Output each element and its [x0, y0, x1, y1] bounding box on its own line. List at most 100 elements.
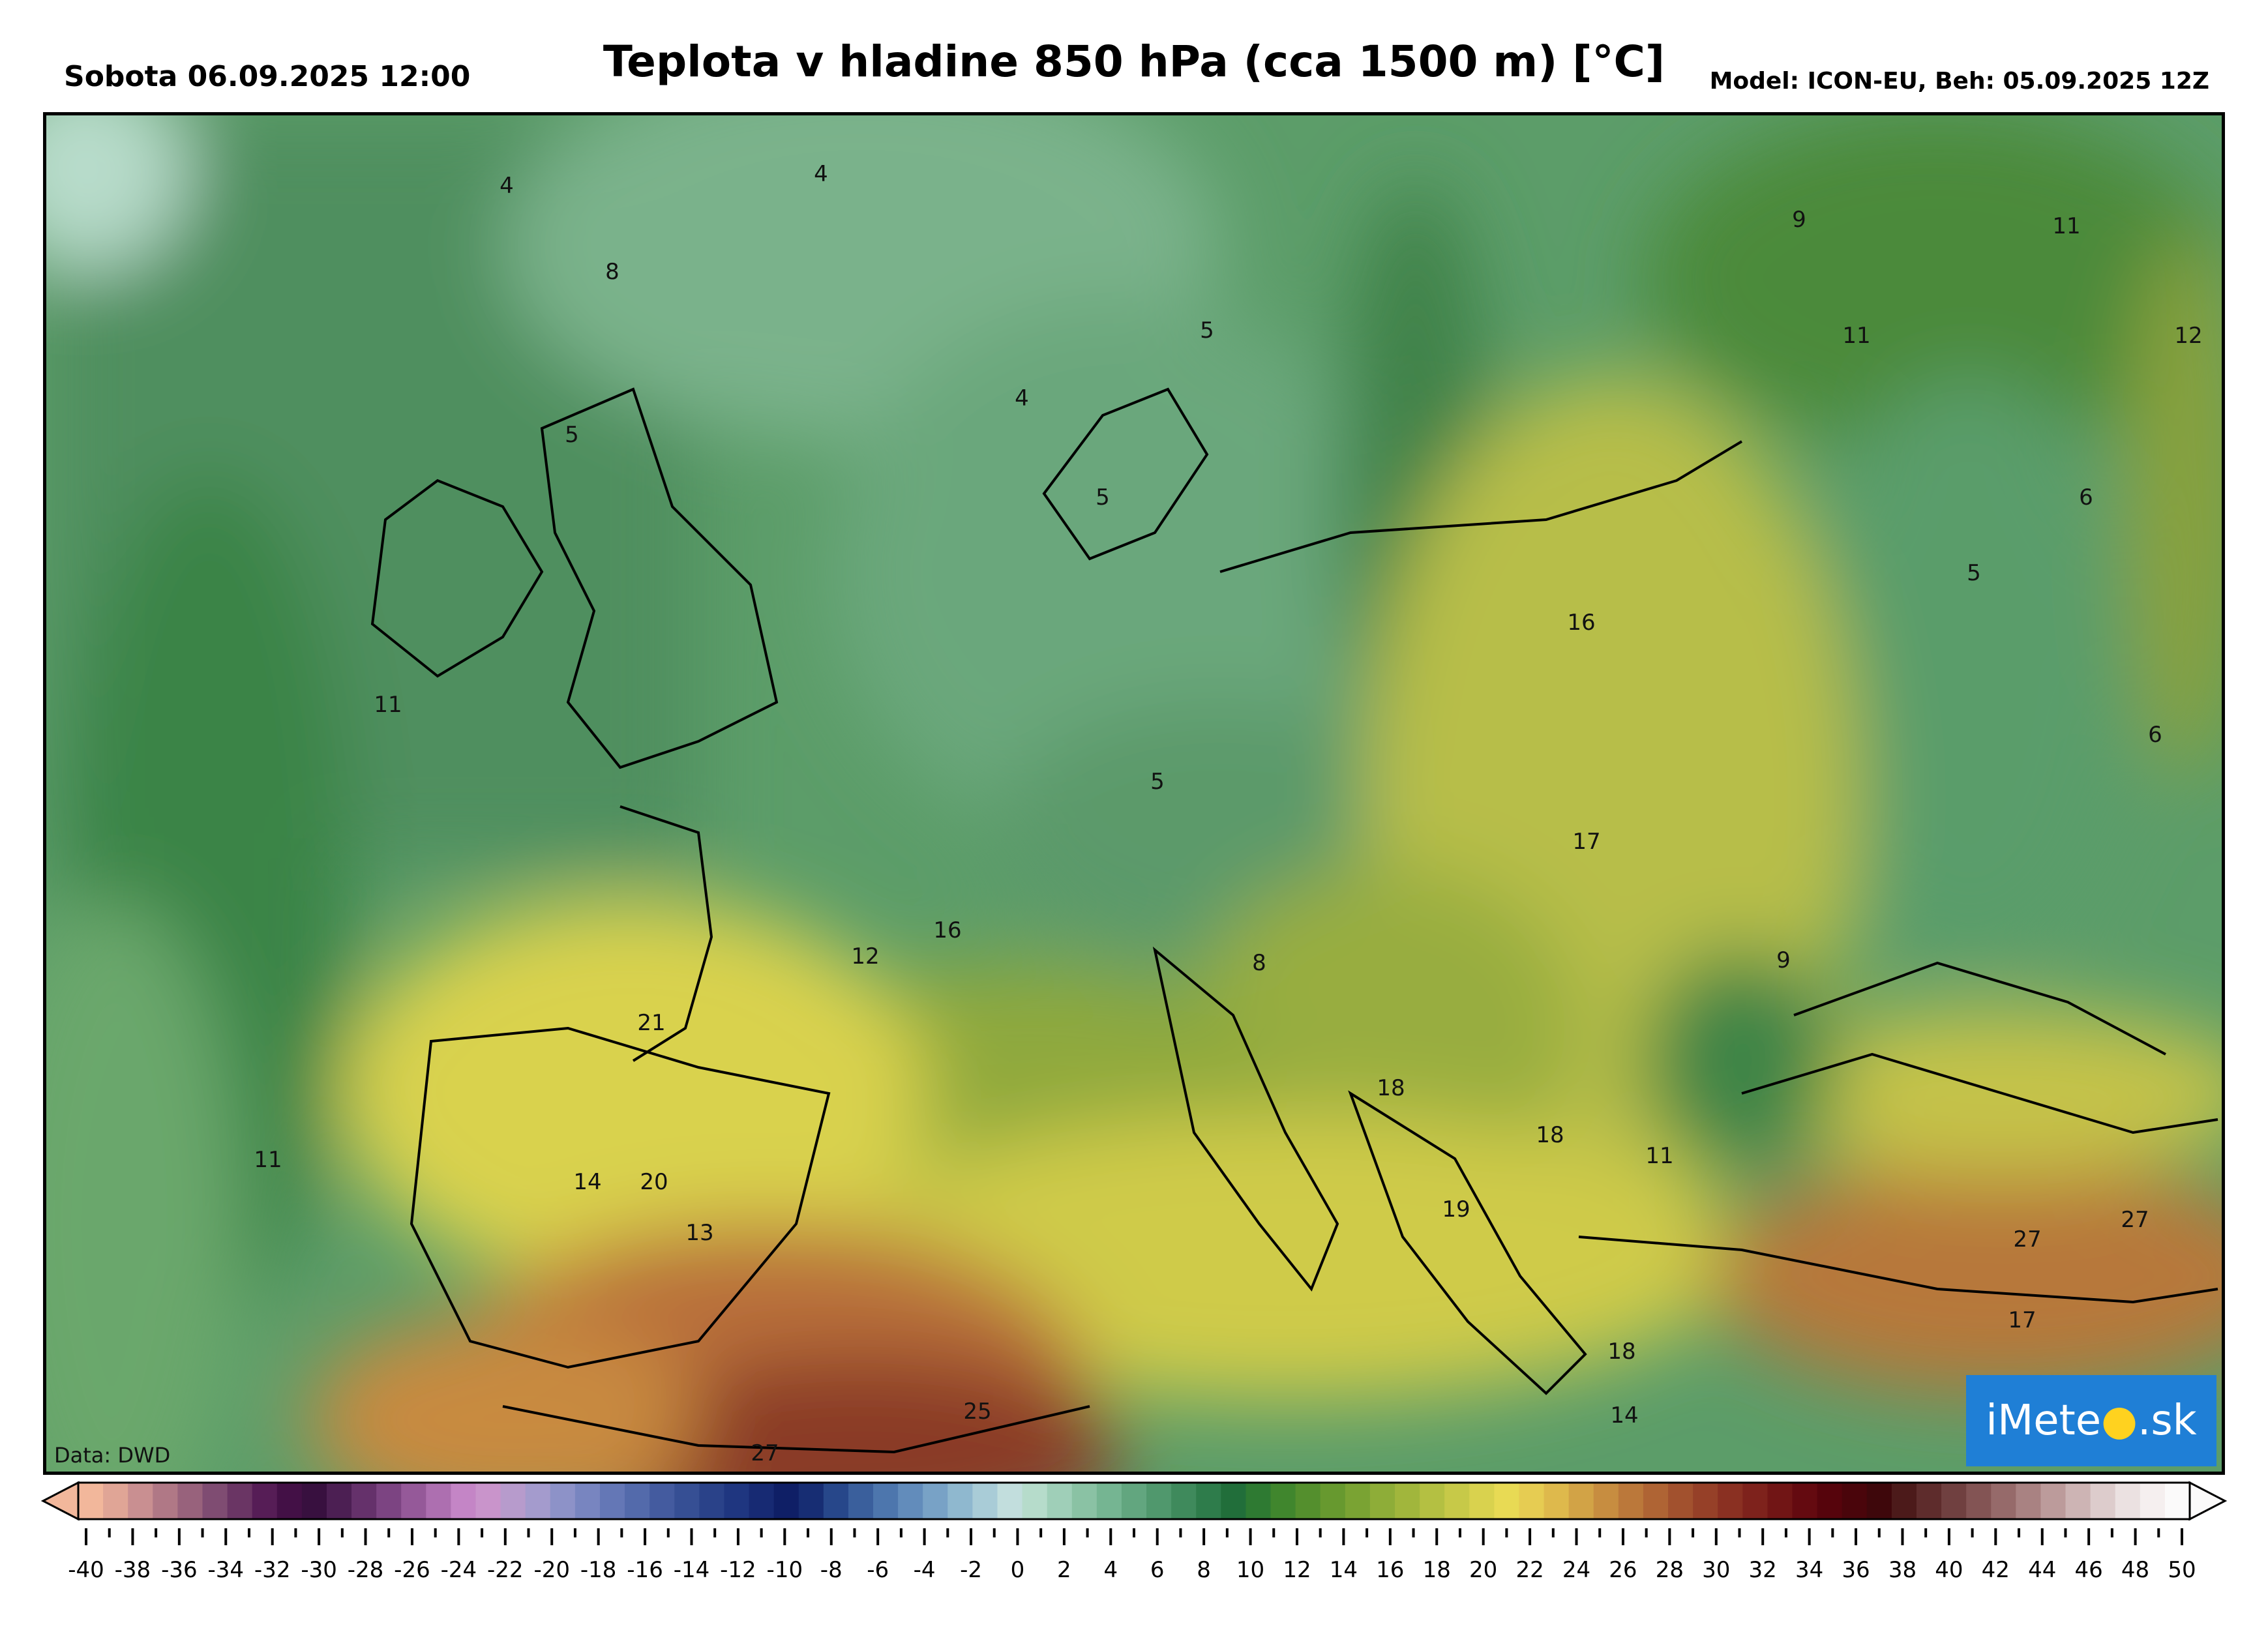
temperature-value-label: 16	[933, 917, 962, 943]
temperature-value-label: 11	[2052, 213, 2081, 239]
colorbar-tick-label: -32	[254, 1557, 291, 1583]
temperature-value-label: 27	[2013, 1226, 2042, 1252]
colorbar-tick-label: -6	[867, 1557, 889, 1583]
colorbar-segment	[276, 1483, 303, 1519]
colorbar-segment	[997, 1483, 1023, 1519]
colorbar-segment	[1121, 1483, 1147, 1519]
colorbar-segment	[1866, 1483, 1892, 1519]
colorbar-segment	[351, 1483, 377, 1519]
colorbar-segment	[1842, 1483, 1868, 1519]
colorbar-segment	[550, 1483, 576, 1519]
colorbar-segment	[1916, 1483, 1942, 1519]
colorbar-tick-label: -28	[347, 1557, 384, 1583]
colorbar-tick-label: 50	[2168, 1557, 2196, 1583]
colorbar-segment	[699, 1483, 725, 1519]
temperature-value-label: 5	[1200, 318, 1214, 344]
colorbar-segment	[525, 1483, 551, 1519]
colorbar-segment	[1593, 1483, 1619, 1519]
colorbar-min-arrow	[40, 1481, 80, 1521]
colorbar-segment	[1146, 1483, 1172, 1519]
colorbar-outline	[77, 1481, 2191, 1520]
colorbar-segment	[1196, 1483, 1221, 1519]
colorbar-segment	[1096, 1483, 1122, 1519]
temperature-value-label: 16	[1567, 610, 1596, 636]
colorbar-segment	[1991, 1483, 2016, 1519]
colorbar: -40 -38 -36 -34 -32 -30 -28 -26 -24 -22 -20 -18 -16-…	[40, 1479, 2228, 1616]
colorbar-tick-label: -30	[301, 1557, 337, 1583]
temperature-value-label: 9	[1792, 207, 1806, 233]
colorbar-segment	[401, 1483, 426, 1519]
colorbar-segment	[674, 1483, 700, 1519]
colorbar-segment	[1568, 1483, 1594, 1519]
colorbar-segment	[923, 1483, 948, 1519]
colorbar-tick-label: -14	[673, 1557, 710, 1583]
colorbar-segment	[898, 1483, 923, 1519]
model-run-info: Model: ICON-EU, Beh: 05.09.2025 12Z	[1709, 68, 2209, 95]
colorbar-tick-label: 44	[2028, 1557, 2057, 1583]
colorbar-segment	[1966, 1483, 1992, 1519]
colorbar-segment	[724, 1483, 750, 1519]
colorbar-tick-label: 18	[1422, 1557, 1451, 1583]
colorbar-segment	[1320, 1483, 1346, 1519]
colorbar-segment	[972, 1483, 998, 1519]
temperature-value-label: 8	[1252, 950, 1266, 976]
temperature-value-label: 11	[1645, 1143, 1674, 1169]
colorbar-segment	[823, 1483, 849, 1519]
colorbar-segment	[798, 1483, 824, 1519]
colorbar-tick-label: 10	[1236, 1557, 1265, 1583]
colorbar-tick-label: 48	[2121, 1557, 2150, 1583]
colorbar-segment	[103, 1483, 128, 1519]
colorbar-segment	[848, 1483, 874, 1519]
colorbar-segment	[1394, 1483, 1420, 1519]
colorbar-segment	[1171, 1483, 1197, 1519]
temperature-value-label: 17	[2008, 1307, 2037, 1333]
temperature-value-label: 6	[2148, 722, 2162, 748]
colorbar-segment	[252, 1483, 278, 1519]
colorbar-segment	[947, 1483, 973, 1519]
colorbar-segment	[2115, 1483, 2141, 1519]
colorbar-segment	[1345, 1483, 1371, 1519]
colorbar-tick-label: -26	[394, 1557, 430, 1583]
colorbar-tick-label: -2	[960, 1557, 982, 1583]
data-source: Data: DWD	[54, 1443, 171, 1468]
temperature-value-label: 14	[1610, 1402, 1639, 1429]
temperature-value-label: 27	[2121, 1207, 2149, 1233]
colorbar-tick-label: -40	[68, 1557, 104, 1583]
temperature-value-label: 11	[374, 692, 402, 718]
colorbar-segment	[1494, 1483, 1520, 1519]
colorbar-tick-label: 14	[1329, 1557, 1358, 1583]
colorbar-segment	[1420, 1483, 1445, 1519]
colorbar-tick-label: 32	[1748, 1557, 1777, 1583]
colorbar-segment	[773, 1483, 799, 1519]
map-title: Teplota v hladine 850 hPa (cca 1500 m) […	[603, 37, 1665, 87]
colorbar-tick-label: -16	[627, 1557, 663, 1583]
temperature-value-label: 5	[1150, 769, 1165, 795]
colorbar-segment	[2164, 1483, 2190, 1519]
colorbar-segment	[1221, 1483, 1247, 1519]
colorbar-segment	[1817, 1483, 1843, 1519]
colorbar-segment	[1519, 1483, 1545, 1519]
colorbar-tick-label: -24	[440, 1557, 477, 1583]
temperature-value-label: 8	[605, 259, 619, 285]
temperature-field	[46, 115, 2222, 1472]
colorbar-tick-label: -38	[114, 1557, 151, 1583]
colorbar-segment	[1270, 1483, 1296, 1519]
colorbar-tick-label: 38	[1888, 1557, 1917, 1583]
colorbar-segment	[202, 1483, 228, 1519]
colorbar-segment	[451, 1483, 477, 1519]
colorbar-segment	[153, 1483, 178, 1519]
colorbar-tick-label: 30	[1702, 1557, 1731, 1583]
colorbar-segment	[2040, 1483, 2067, 1519]
colorbar-tick-label: -18	[580, 1557, 617, 1583]
colorbar-tick-label: 34	[1795, 1557, 1824, 1583]
temperature-value-label: 14	[573, 1169, 602, 1195]
colorbar-tick-label: -8	[820, 1557, 843, 1583]
colorbar-segment	[1047, 1483, 1073, 1519]
colorbar-segment	[574, 1483, 601, 1519]
imeteo-logo[interactable]: iMete ● .sk	[1966, 1375, 2216, 1466]
colorbar-segment	[649, 1483, 675, 1519]
temperature-value-label: 5	[1096, 484, 1110, 511]
colorbar-segment	[426, 1483, 452, 1519]
colorbar-tick-label: 40	[1935, 1557, 1963, 1583]
colorbar-tick-label: 6	[1150, 1557, 1165, 1583]
